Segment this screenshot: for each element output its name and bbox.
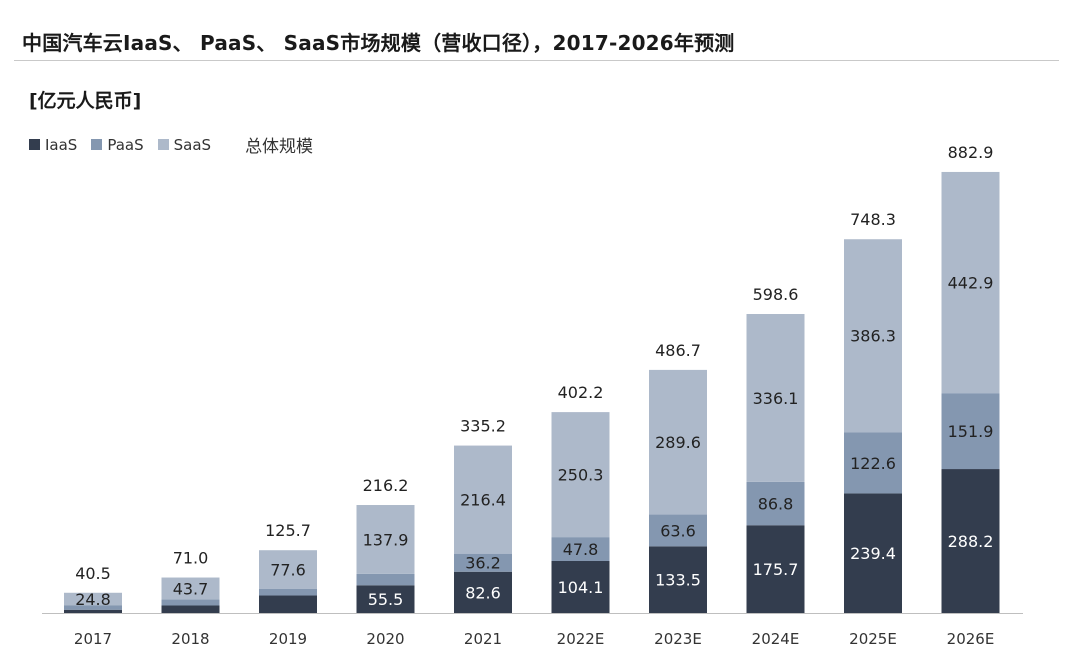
total-label-2021: 335.2	[460, 417, 506, 436]
data-label-iaas-2025E: 239.4	[850, 544, 896, 563]
x-tick-label-2018: 2018	[171, 630, 209, 648]
total-label-2017: 40.5	[75, 564, 111, 583]
bar-saas-2023E	[649, 369, 707, 515]
bar-paas-2017	[64, 605, 122, 610]
legend-label-iaas: IaaS	[45, 135, 78, 154]
bar-saas-2020	[356, 505, 415, 574]
bar-iaas-2022E	[551, 561, 610, 613]
data-label-saas-2025E: 386.3	[850, 327, 896, 346]
total-label-2025E: 748.3	[850, 210, 896, 229]
x-tick-label-2025E: 2025E	[849, 630, 897, 648]
x-tick-label-2020: 2020	[366, 630, 404, 648]
x-tick-label-2019: 2019	[269, 630, 307, 648]
bar-paas-2021	[454, 553, 512, 572]
bar-saas-2026E	[941, 171, 1000, 394]
total-label-2026E: 882.9	[948, 143, 994, 162]
bar-saas-2017	[64, 592, 122, 606]
bar-saas-2024E	[746, 314, 805, 482]
data-label-saas-2020: 137.9	[363, 530, 409, 549]
title-divider	[14, 60, 1059, 61]
legend-label-paas: PaaS	[107, 135, 144, 154]
legend-item-paas: PaaS	[91, 135, 144, 154]
legend: IaaS PaaS SaaS 总体规模	[29, 132, 313, 157]
total-label-2020: 216.2	[363, 476, 409, 495]
legend-swatch-iaas	[29, 139, 40, 150]
bar-iaas-2025E	[844, 493, 902, 613]
total-label-2018: 71.0	[173, 549, 209, 568]
bar-paas-2022E	[551, 537, 610, 562]
bar-saas-2021	[454, 445, 512, 554]
data-label-saas-2022E: 250.3	[558, 466, 604, 485]
bar-paas-2025E	[844, 432, 902, 494]
data-label-iaas-2022E: 104.1	[558, 578, 604, 597]
bar-saas-2025E	[844, 239, 902, 433]
legend-item-iaas: IaaS	[29, 136, 77, 154]
bar-saas-2018	[161, 577, 220, 600]
bar-paas-2019	[259, 588, 317, 596]
bar-paas-2026E	[941, 393, 1000, 470]
bar-paas-2024E	[746, 481, 805, 526]
bar-iaas-2018	[161, 605, 220, 613]
bar-saas-2022E	[551, 412, 610, 538]
data-label-saas-2024E: 336.1	[753, 389, 799, 408]
unit-label: [亿元人民币]	[29, 90, 142, 112]
total-label-2022E: 402.2	[558, 383, 604, 402]
data-label-paas-2026E: 151.9	[948, 422, 994, 441]
data-label-iaas-2024E: 175.7	[753, 560, 799, 579]
data-label-saas-2023E: 289.6	[655, 433, 701, 452]
chart-title: 中国汽车云IaaS、 PaaS、 SaaS市场规模（营收口径），2017-202…	[22, 31, 735, 55]
bar-iaas-2026E	[941, 469, 1000, 613]
bar-paas-2020	[356, 573, 415, 586]
bar-iaas-2024E	[746, 525, 805, 613]
data-label-paas-2024E: 86.8	[758, 495, 794, 514]
bar-iaas-2017	[64, 609, 122, 613]
data-label-iaas-2026E: 288.2	[948, 532, 994, 551]
bar-iaas-2020	[356, 585, 415, 613]
legend-swatch-saas	[157, 139, 169, 150]
legend-label-total: 总体规模	[245, 137, 314, 157]
bar-paas-2018	[161, 599, 220, 606]
data-label-saas-2021: 216.4	[460, 491, 506, 510]
x-tick-label-2017: 2017	[74, 630, 112, 648]
total-label-2023E: 486.7	[655, 341, 701, 360]
data-label-paas-2022E: 47.8	[563, 540, 599, 559]
x-tick-label-2023E: 2023E	[654, 630, 702, 648]
total-label-2019: 125.7	[265, 521, 311, 540]
x-tick-label-2024E: 2024E	[752, 630, 800, 648]
x-tick-label-2021: 2021	[464, 630, 502, 648]
legend-item-saas: SaaS	[157, 135, 212, 154]
bar-iaas-2021	[454, 571, 512, 613]
bar-iaas-2023E	[649, 546, 707, 613]
x-tick-label-2022E: 2022E	[557, 630, 605, 648]
x-tick-label-2026E: 2026E	[947, 630, 995, 648]
data-label-iaas-2023E: 133.5	[655, 571, 701, 590]
data-label-saas-2019: 77.6	[270, 561, 306, 580]
bar-paas-2023E	[649, 514, 707, 547]
data-label-paas-2023E: 63.6	[660, 521, 696, 540]
bar-iaas-2019	[259, 595, 317, 613]
data-label-iaas-2021: 82.6	[465, 583, 501, 602]
total-label-2024E: 598.6	[753, 285, 799, 304]
legend-label-saas: SaaS	[173, 135, 212, 154]
bar-saas-2019	[259, 550, 317, 589]
data-label-paas-2021: 36.2	[465, 554, 501, 573]
data-label-iaas-2020: 55.5	[368, 590, 404, 609]
data-label-paas-2025E: 122.6	[850, 454, 896, 473]
legend-swatch-paas	[91, 139, 103, 150]
data-label-saas-2026E: 442.9	[948, 274, 994, 293]
data-label-saas-2017: 24.8	[75, 590, 111, 609]
data-label-saas-2018: 43.7	[173, 579, 209, 598]
